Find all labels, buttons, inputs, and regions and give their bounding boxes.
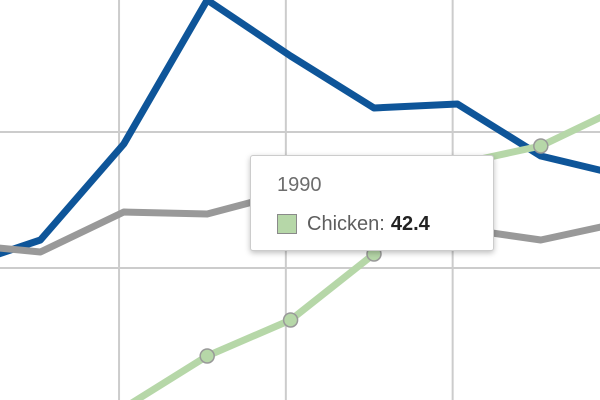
data-point-marker[interactable] <box>282 312 299 328</box>
tooltip-value: 42.4 <box>390 212 430 235</box>
tooltip-series-swatch <box>277 214 297 234</box>
tooltip-row: Chicken: 42.4 <box>277 211 430 237</box>
series-line-2 <box>130 113 600 400</box>
data-point-marker[interactable] <box>199 348 215 364</box>
chart-tooltip: 1990 Chicken: 42.4 <box>250 155 494 251</box>
tooltip-colon: : <box>379 212 385 235</box>
series-line-0 <box>0 0 600 258</box>
tooltip-title: 1990 <box>277 174 322 196</box>
data-point-marker[interactable] <box>533 138 549 154</box>
tooltip-series-name: Chicken <box>307 212 380 235</box>
